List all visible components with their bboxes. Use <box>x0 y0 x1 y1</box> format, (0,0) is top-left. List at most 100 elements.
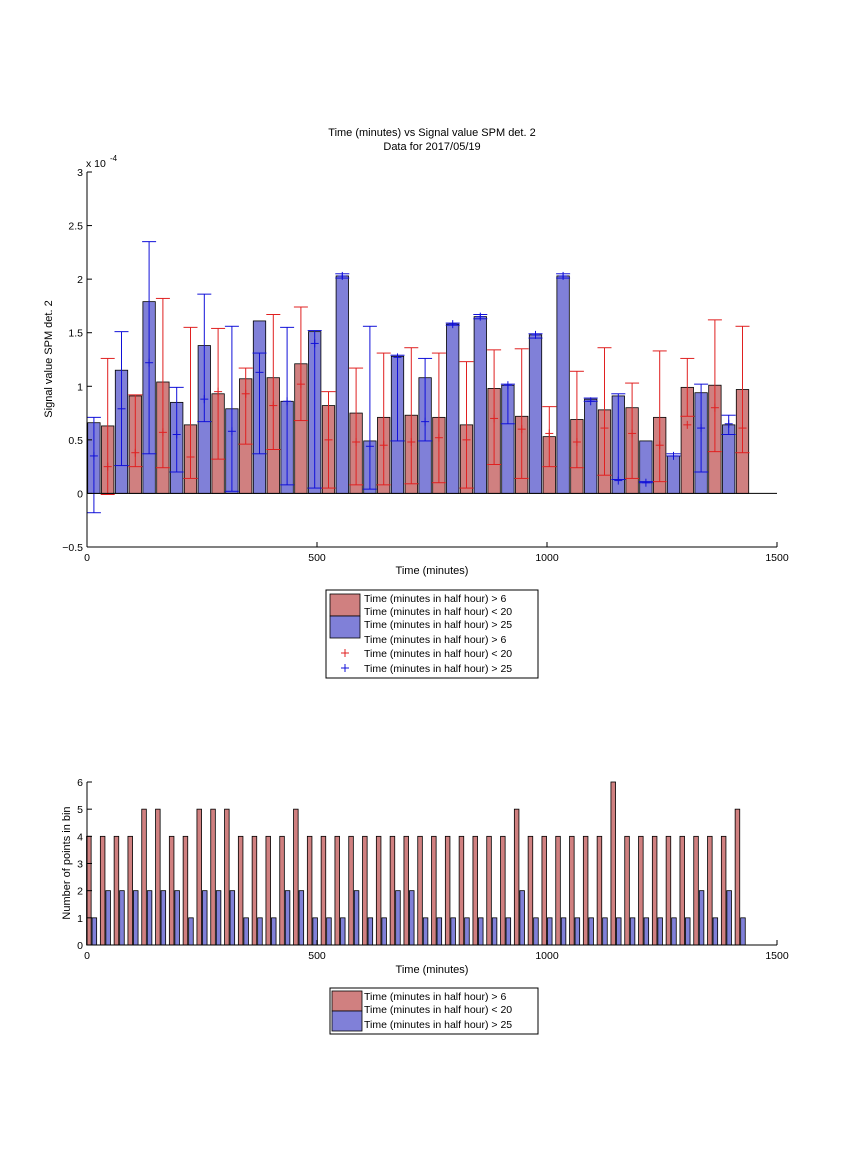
bottom-x-axis-label: Time (minutes) <box>396 964 469 976</box>
count-bar <box>422 917 429 946</box>
x-tick-label: 0 <box>84 552 90 564</box>
signal-bar <box>666 455 681 494</box>
count-bar <box>127 835 133 946</box>
count-bar <box>348 835 354 946</box>
count-bar <box>395 890 401 946</box>
count-bar <box>712 917 719 946</box>
count-bar <box>224 808 230 946</box>
count-bar <box>450 917 456 946</box>
count-bar <box>616 917 622 946</box>
bottom-axes: 0 1 2 3 4 5 6 0 500 1000 1500 <box>77 777 789 962</box>
signal-bar <box>335 275 349 494</box>
count-bar <box>334 835 340 946</box>
count-bar <box>693 835 699 946</box>
count-bar <box>444 835 451 946</box>
top-x-axis-label: Time (minutes) <box>396 565 469 577</box>
count-bar <box>685 917 691 946</box>
count-bar <box>210 808 216 946</box>
signal-bar <box>722 424 736 494</box>
y-tick-label: 2 <box>77 274 83 286</box>
legend-entry: Time (minutes in half hour) < 20 <box>364 606 512 618</box>
count-bar <box>306 835 313 946</box>
signal-bar <box>446 323 460 494</box>
count-bar <box>271 917 277 946</box>
count-bar <box>141 808 147 946</box>
y-tick-label: 0 <box>77 488 83 500</box>
count-bar <box>458 835 465 946</box>
count-bar <box>513 808 520 946</box>
y-tick-label: 0.5 <box>68 435 83 447</box>
count-bar <box>160 890 167 946</box>
signal-bar <box>584 398 598 494</box>
count-bar <box>500 835 506 946</box>
count-bar <box>367 917 374 946</box>
legend-entry: Time (minutes in half hour) > 25 <box>364 1019 512 1031</box>
count-bar <box>168 835 175 946</box>
legend-entry: Time (minutes in half hour) > 6 <box>364 593 506 605</box>
count-bar <box>265 835 271 946</box>
count-bar <box>146 890 153 946</box>
top-error-bars <box>86 241 750 514</box>
y-tick-label: 4 <box>77 831 83 843</box>
count-bar <box>257 917 263 946</box>
count-bar <box>174 890 180 946</box>
count-bar <box>547 917 553 946</box>
count-bar <box>679 835 685 946</box>
count-bar <box>726 890 732 946</box>
count-bar <box>596 835 603 946</box>
count-bar <box>340 917 346 946</box>
count-bar <box>99 835 106 946</box>
count-bar <box>486 835 492 946</box>
count-bar <box>527 835 534 946</box>
count-bar <box>651 835 658 946</box>
count-bar <box>389 835 396 946</box>
legend-entry: Time (minutes in half hour) < 20 <box>364 648 512 660</box>
y-tick-label: 1 <box>77 381 83 393</box>
count-bar <box>279 835 285 946</box>
count-bar <box>243 917 249 946</box>
count-bar <box>464 917 470 946</box>
x-tick-label: 1500 <box>765 950 789 962</box>
count-bar <box>541 835 547 946</box>
signal-bar <box>528 334 543 494</box>
legend-swatch-red <box>329 593 361 617</box>
count-bar <box>133 890 139 946</box>
count-bar <box>610 781 616 946</box>
count-bar <box>436 917 443 946</box>
x-tick-label: 1500 <box>765 552 789 564</box>
y-tick-label: 0 <box>77 940 83 952</box>
count-bar <box>472 835 478 946</box>
top-bars <box>87 275 750 494</box>
count-bar <box>375 835 382 946</box>
legend-entry: Time (minutes in half hour) > 6 <box>364 991 506 1003</box>
count-bar <box>519 890 525 946</box>
y-exponent-label: x 10 -4 <box>86 154 118 170</box>
count-bar <box>720 835 727 946</box>
y-exponent-base: x 10 <box>86 158 106 170</box>
count-bar <box>105 890 111 946</box>
legend-entry: Time (minutes in half hour) > 25 <box>364 663 512 675</box>
x-tick-label: 0 <box>84 950 90 962</box>
count-bar <box>113 835 120 946</box>
legend-box <box>325 589 539 679</box>
count-bar <box>119 890 125 946</box>
legend-entry: Time (minutes in half hour) < 20 <box>364 1004 512 1016</box>
signal-bar <box>473 316 487 494</box>
count-bar <box>707 835 713 946</box>
count-bar <box>381 917 387 946</box>
y-tick-label: 1 <box>77 913 83 925</box>
count-bar <box>569 835 575 946</box>
top-chart-title: Time (minutes) vs Signal value SPM det. … <box>328 127 535 139</box>
bottom-bars <box>86 781 746 946</box>
count-bar <box>215 890 222 946</box>
count-bar <box>555 835 561 946</box>
count-bar <box>582 835 589 946</box>
count-bar <box>91 917 98 946</box>
count-bar <box>326 917 332 946</box>
count-bar <box>533 917 539 946</box>
count-bar <box>665 835 672 946</box>
count-bar <box>491 917 498 946</box>
